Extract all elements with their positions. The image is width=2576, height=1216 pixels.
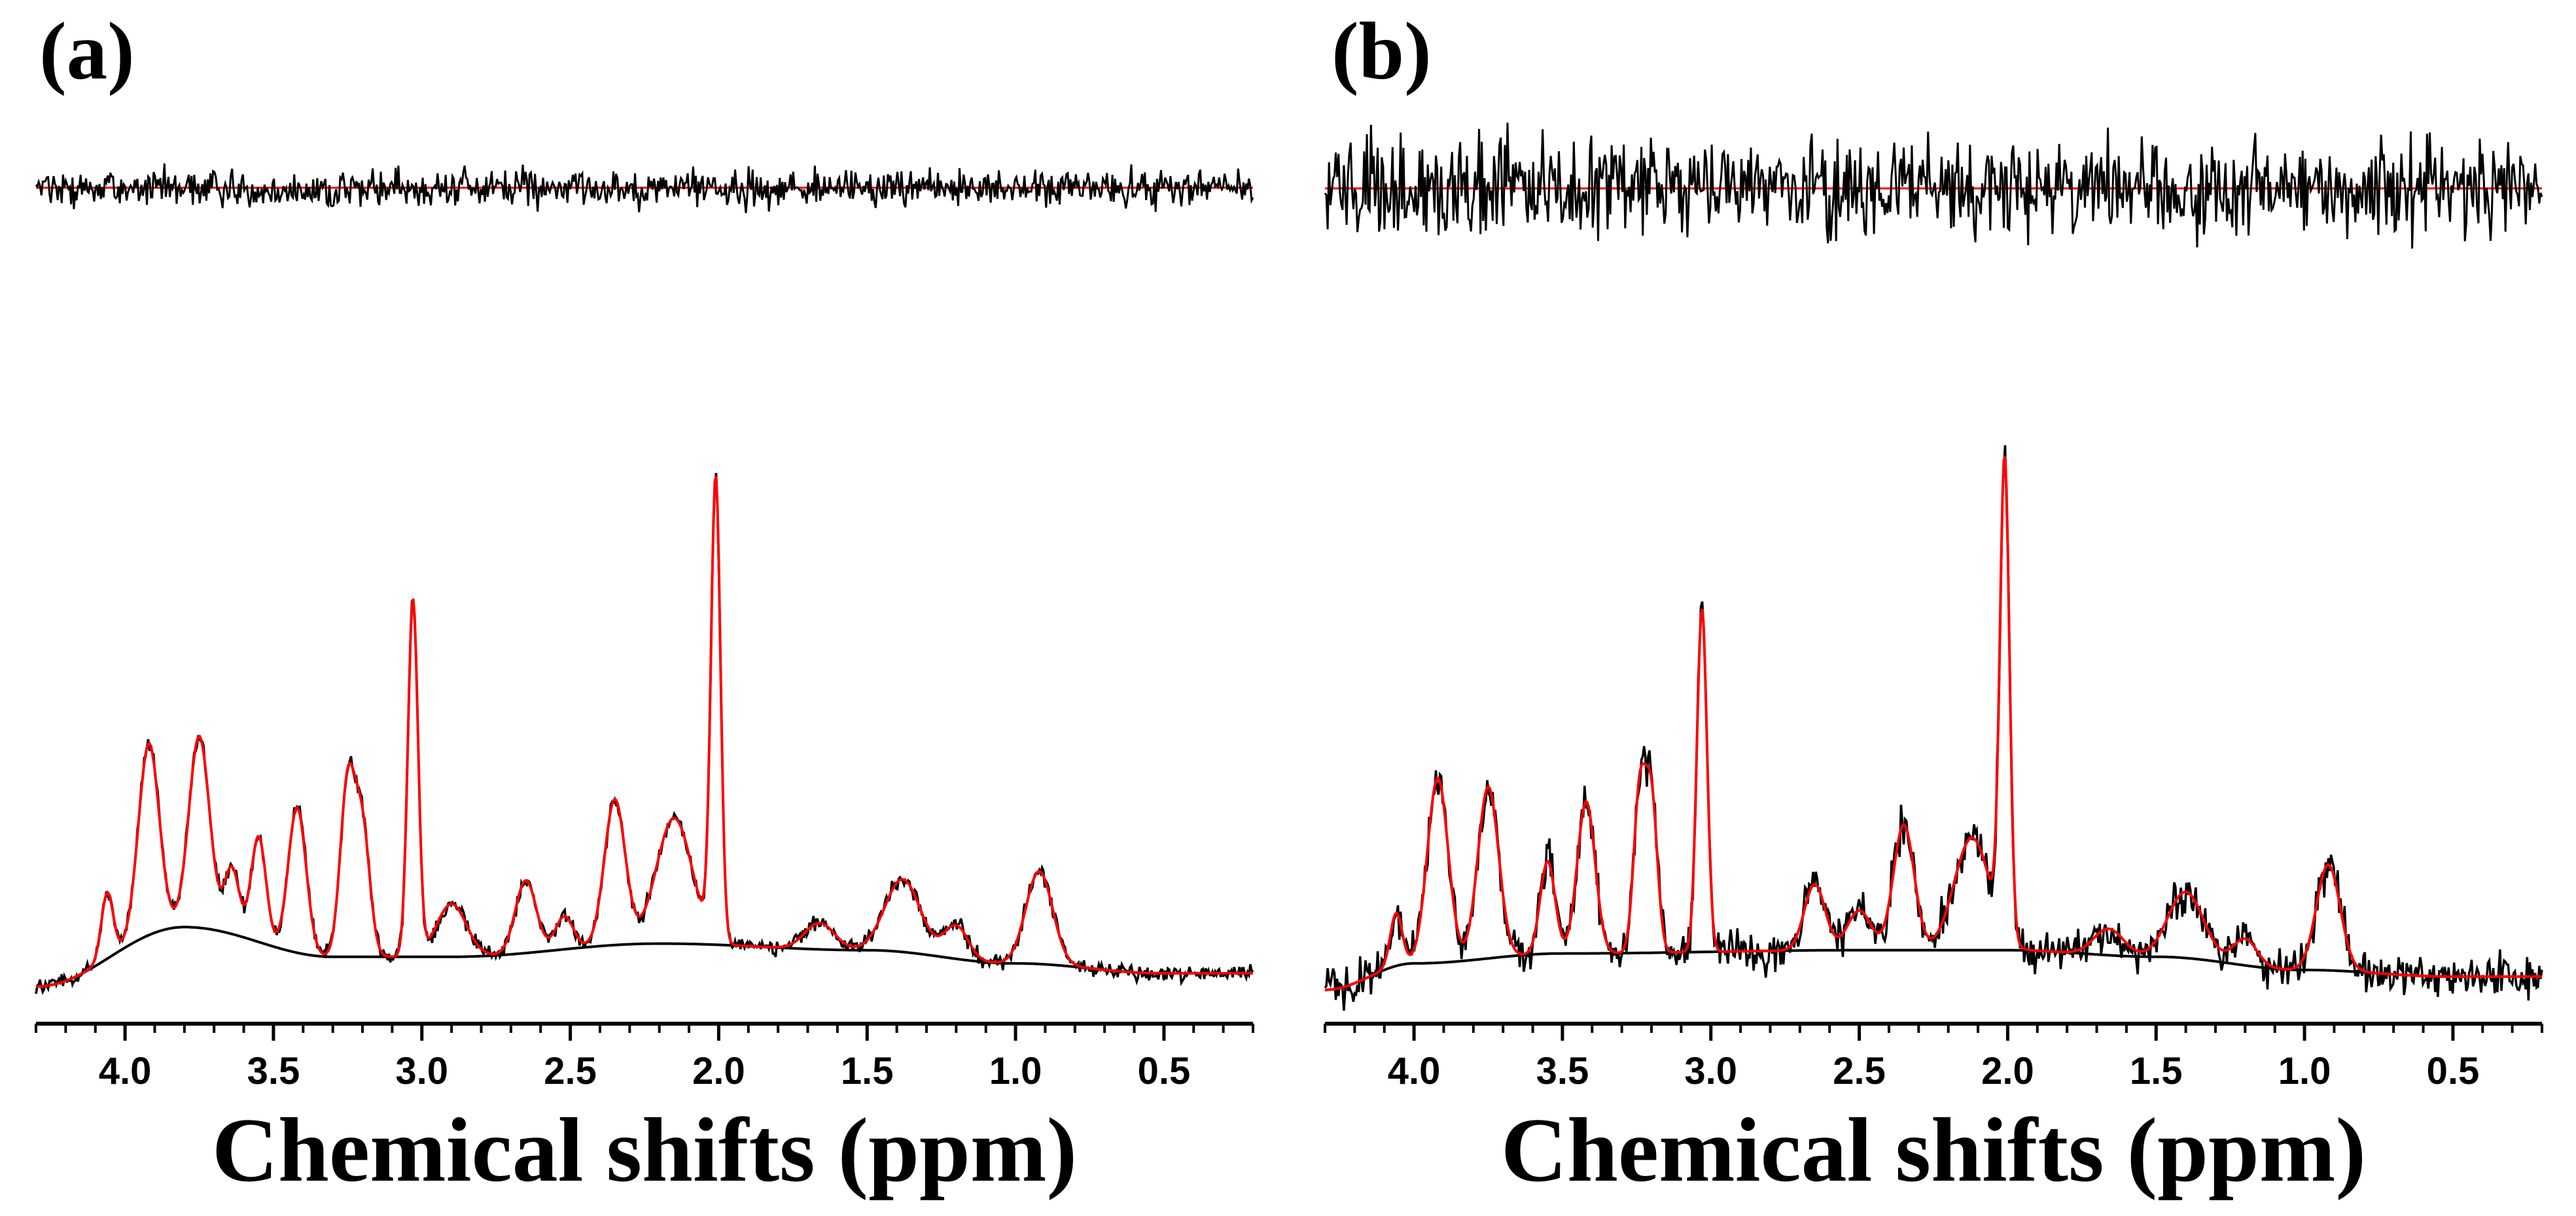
x-tick-label: 3.0	[1684, 1050, 1737, 1092]
residual-series-line	[1324, 122, 2543, 249]
x-tick-label: 0.5	[2427, 1050, 2480, 1092]
x-tick-label: 2.5	[1833, 1050, 1886, 1092]
x-tick-label: 2.5	[544, 1050, 597, 1092]
panel-label: (a)	[39, 7, 135, 97]
fit-series-line	[36, 476, 1253, 988]
spectrum-series-line	[35, 472, 1254, 996]
x-tick-label: 3.5	[1536, 1050, 1589, 1092]
residual-series-line	[35, 163, 1254, 213]
x-tick-label: 4.0	[1388, 1050, 1441, 1092]
x-tick-label: 1.0	[989, 1050, 1042, 1092]
panel-b: 4.0 3.5 3.0 2.5 2.0 1.5 1.0 0.5 (b) Chemical shif…	[1324, 7, 2543, 1201]
x-tick-label: 2.0	[1981, 1050, 2034, 1092]
spectrum-series-line	[1324, 445, 2543, 1011]
x-tick-label: 1.5	[841, 1050, 894, 1092]
x-tick-label: 1.5	[2130, 1050, 2183, 1092]
x-axis-title: Chemical shifts (ppm)	[1501, 1100, 2366, 1201]
panel-a: 4.0 3.5 3.0 2.5 2.0 1.5 1.0 0.5 (a) Chemical shif…	[35, 7, 1254, 1201]
panel-label: (b)	[1332, 7, 1432, 97]
x-tick-label: 0.5	[1138, 1050, 1191, 1092]
x-tick-label: 2.0	[692, 1050, 745, 1092]
x-tick-label: 3.5	[247, 1050, 300, 1092]
x-tick-label: 4.0	[99, 1050, 152, 1092]
x-tick-label: 3.0	[395, 1050, 448, 1092]
x-axis-title: Chemical shifts (ppm)	[212, 1100, 1077, 1201]
baseline-series-line	[36, 926, 1253, 988]
fit-series-line	[1325, 456, 2542, 992]
x-tick-label: 1.0	[2278, 1050, 2331, 1092]
